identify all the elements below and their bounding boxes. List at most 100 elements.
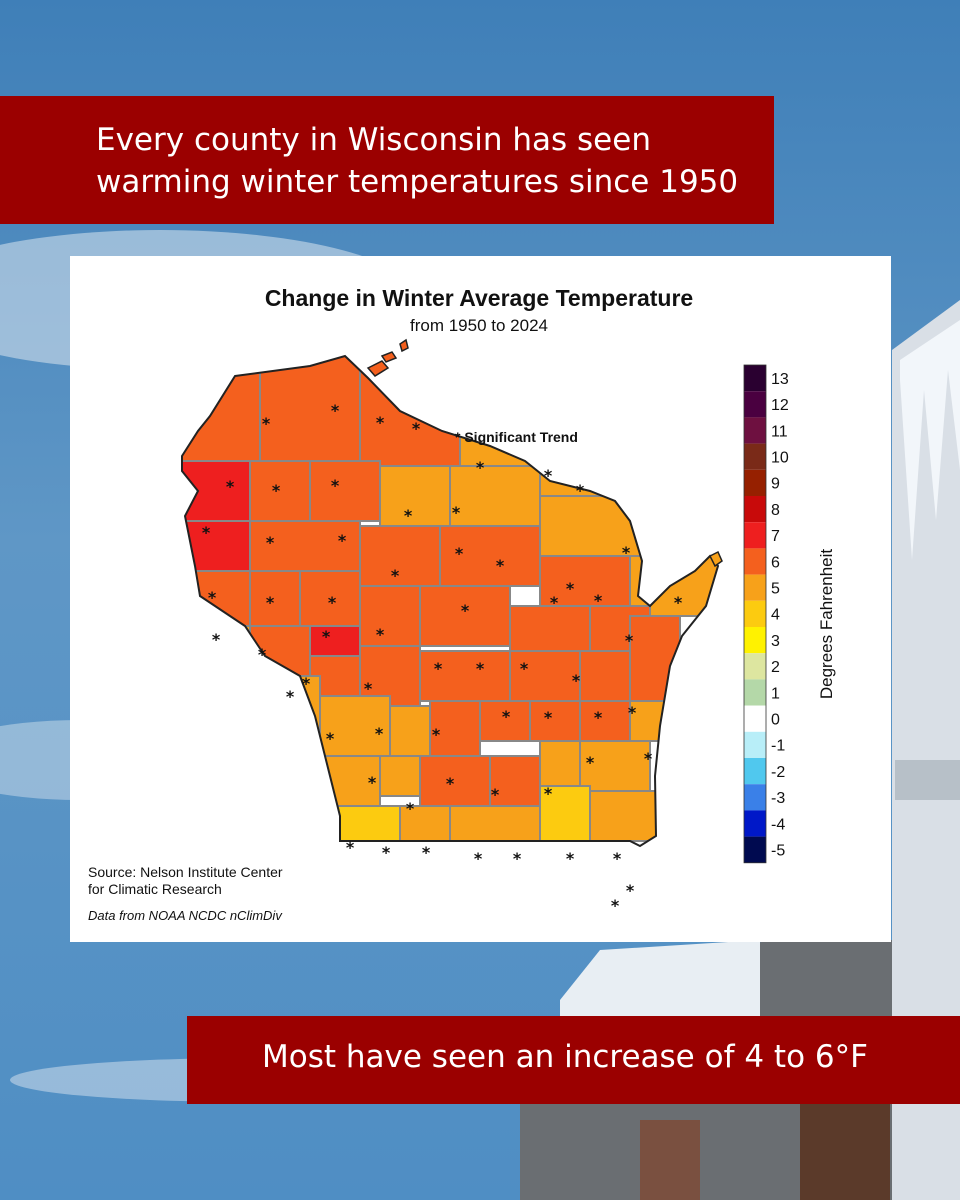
svg-text:*: * — [550, 593, 559, 612]
svg-text:*: * — [391, 566, 400, 585]
source-line-2: for Climatic Research — [88, 881, 222, 897]
svg-text:*: * — [625, 631, 634, 650]
svg-text:*: * — [326, 729, 335, 748]
svg-text:*: * — [566, 579, 575, 598]
legend-swatch — [744, 469, 766, 496]
svg-text:*: * — [202, 523, 211, 542]
legend-swatch — [744, 836, 766, 863]
wisconsin-map-figure: Change in Winter Average Temperature fro… — [88, 285, 836, 923]
svg-text:*: * — [322, 627, 331, 646]
svg-text:*: * — [272, 481, 281, 500]
legend-label: 0 — [771, 711, 780, 728]
svg-text:*: * — [455, 544, 464, 563]
svg-text:*: * — [432, 725, 441, 744]
svg-text:*: * — [626, 881, 635, 900]
svg-text:*: * — [622, 543, 631, 562]
legend-swatch — [744, 496, 766, 523]
legend-label: 8 — [771, 502, 780, 519]
svg-text:*: * — [452, 503, 461, 522]
footer-text: Most have seen an increase of 4 to 6°F — [262, 1039, 868, 1075]
svg-text:*: * — [375, 724, 384, 743]
header-line-2: warming winter temperatures since 1950 — [96, 164, 739, 200]
legend-label: 5 — [771, 580, 780, 597]
legend-label: 2 — [771, 659, 780, 676]
legend-label: 1 — [771, 685, 780, 702]
svg-text:*: * — [496, 556, 505, 575]
legend-label: -3 — [771, 790, 785, 807]
svg-text:*: * — [461, 601, 470, 620]
svg-text:*: * — [302, 674, 311, 693]
svg-text:*: * — [594, 708, 603, 727]
svg-text:*: * — [376, 625, 385, 644]
legend-swatch — [744, 731, 766, 758]
svg-text:*: * — [266, 593, 275, 612]
legend-swatch — [744, 810, 766, 837]
svg-text:*: * — [434, 659, 443, 678]
svg-text:*: * — [266, 533, 275, 552]
map-subtitle: from 1950 to 2024 — [410, 316, 548, 335]
legend-swatch — [744, 417, 766, 444]
legend-label: 3 — [771, 633, 780, 650]
svg-text:*: * — [476, 458, 485, 477]
svg-text:*: * — [611, 896, 620, 915]
legend-swatch — [744, 365, 766, 392]
legend-swatch — [744, 600, 766, 627]
legend-label: 9 — [771, 476, 780, 493]
svg-text:*: * — [346, 838, 355, 857]
legend-label: 10 — [771, 449, 789, 466]
legend-label: 4 — [771, 607, 780, 624]
legend-swatch — [744, 522, 766, 549]
svg-text:*: * — [572, 671, 581, 690]
legend-swatch — [744, 548, 766, 575]
svg-text:*: * — [513, 849, 522, 868]
svg-text:*: * — [566, 849, 575, 868]
svg-text:*: * — [544, 466, 553, 485]
legend-swatch — [744, 705, 766, 732]
legend-label: -2 — [771, 764, 785, 781]
map-title: Change in Winter Average Temperature — [265, 285, 693, 311]
svg-text:*: * — [368, 773, 377, 792]
svg-text:*: * — [364, 679, 373, 698]
svg-text:*: * — [446, 774, 455, 793]
footer-banner: Most have seen an increase of 4 to 6°F — [187, 1016, 960, 1104]
legend-label: 11 — [771, 423, 788, 440]
legend-label: -1 — [771, 738, 785, 755]
data-note: Data from NOAA NCDC nClimDiv — [88, 908, 283, 923]
svg-text:*: * — [226, 477, 235, 496]
header-line-1: Every county in Wisconsin has seen — [96, 122, 651, 158]
legend-label: -4 — [771, 816, 785, 833]
svg-text:*: * — [258, 645, 267, 664]
significant-trend-note: * Significant Trend — [455, 429, 578, 445]
legend-swatch — [744, 443, 766, 470]
svg-text:*: * — [208, 588, 217, 607]
legend-label: 6 — [771, 554, 780, 571]
svg-text:*: * — [338, 531, 347, 550]
svg-text:*: * — [404, 506, 413, 525]
svg-text:*: * — [412, 419, 421, 438]
legend-swatch — [744, 653, 766, 680]
svg-text:*: * — [544, 784, 553, 803]
svg-text:*: * — [328, 593, 337, 612]
svg-text:*: * — [382, 843, 391, 862]
svg-text:*: * — [331, 476, 340, 495]
legend-label: -5 — [771, 842, 785, 859]
svg-text:*: * — [331, 401, 340, 420]
svg-text:*: * — [576, 481, 585, 500]
map-card: Change in Winter Average Temperature fro… — [70, 256, 891, 942]
svg-text:*: * — [474, 849, 483, 868]
svg-text:*: * — [520, 659, 529, 678]
svg-text:*: * — [491, 785, 500, 804]
legend-outline — [743, 364, 767, 864]
svg-text:*: * — [212, 630, 221, 649]
legend-swatch — [744, 391, 766, 418]
svg-text:*: * — [406, 799, 415, 818]
legend-swatch — [744, 758, 766, 785]
svg-text:*: * — [502, 707, 511, 726]
svg-text:*: * — [262, 414, 271, 433]
significance-markers: * * * * * * * * * * * * * * * * * * * * … — [202, 401, 683, 915]
svg-text:*: * — [544, 708, 553, 727]
wisconsin-map — [181, 338, 723, 848]
svg-text:*: * — [613, 849, 622, 868]
legend-swatch — [744, 574, 766, 601]
